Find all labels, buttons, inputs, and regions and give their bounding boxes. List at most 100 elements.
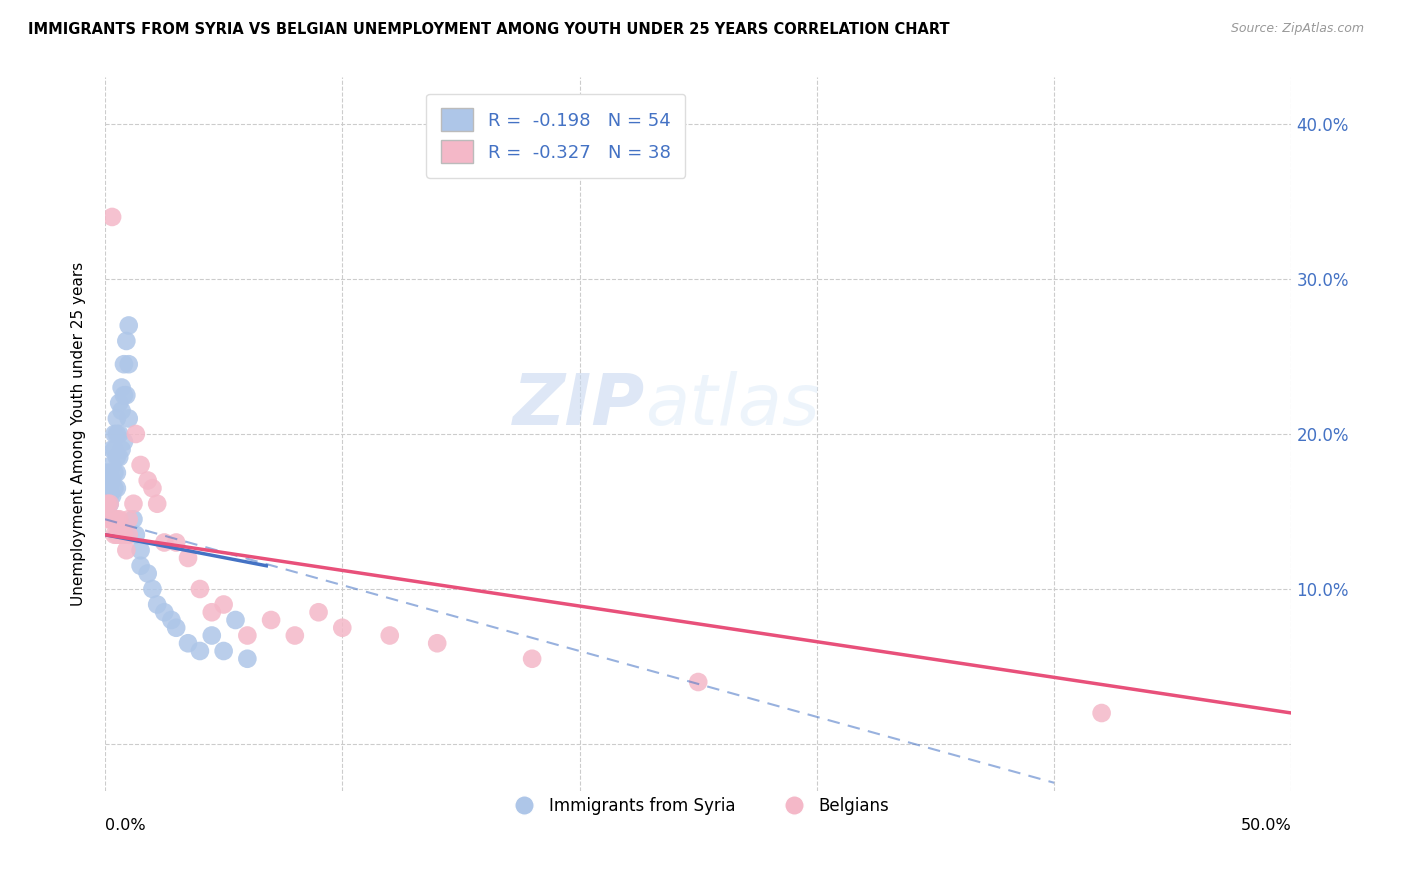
Text: 0.0%: 0.0% — [105, 819, 146, 833]
Point — [177, 636, 200, 650]
Point — [236, 652, 259, 666]
Point — [103, 481, 125, 495]
Point — [115, 543, 138, 558]
Point — [105, 427, 128, 442]
Point — [115, 388, 138, 402]
Point — [520, 652, 543, 666]
Point — [108, 527, 131, 541]
Point — [212, 644, 235, 658]
Point — [118, 527, 141, 541]
Point — [105, 512, 128, 526]
Text: 50.0%: 50.0% — [1240, 819, 1292, 833]
Text: Source: ZipAtlas.com: Source: ZipAtlas.com — [1230, 22, 1364, 36]
Text: ZIP: ZIP — [513, 371, 645, 440]
Point — [212, 598, 235, 612]
Point — [153, 605, 176, 619]
Point — [101, 489, 124, 503]
Point — [136, 566, 159, 581]
Point — [115, 334, 138, 348]
Point — [96, 497, 118, 511]
Point — [330, 621, 353, 635]
Point — [101, 512, 124, 526]
Point — [108, 450, 131, 465]
Point — [129, 458, 152, 472]
Point — [103, 427, 125, 442]
Point — [188, 582, 211, 596]
Point — [98, 466, 121, 480]
Point — [165, 621, 187, 635]
Point — [188, 644, 211, 658]
Point — [141, 582, 163, 596]
Point — [108, 396, 131, 410]
Point — [105, 481, 128, 495]
Point — [105, 466, 128, 480]
Point — [103, 442, 125, 457]
Point — [378, 628, 401, 642]
Legend: Immigrants from Syria, Belgians: Immigrants from Syria, Belgians — [501, 790, 896, 822]
Point — [284, 628, 307, 642]
Point — [110, 527, 132, 541]
Point — [201, 605, 224, 619]
Point — [98, 489, 121, 503]
Point — [136, 474, 159, 488]
Point — [146, 497, 169, 511]
Point — [105, 527, 128, 541]
Point — [112, 357, 135, 371]
Point — [118, 318, 141, 333]
Point — [96, 474, 118, 488]
Point — [98, 497, 121, 511]
Point — [101, 458, 124, 472]
Point — [98, 512, 121, 526]
Text: IMMIGRANTS FROM SYRIA VS BELGIAN UNEMPLOYMENT AMONG YOUTH UNDER 25 YEARS CORRELA: IMMIGRANTS FROM SYRIA VS BELGIAN UNEMPLO… — [28, 22, 949, 37]
Point — [118, 411, 141, 425]
Point — [98, 474, 121, 488]
Point — [426, 636, 449, 650]
Point — [122, 512, 145, 526]
Point — [98, 497, 121, 511]
Point — [146, 598, 169, 612]
Point — [103, 527, 125, 541]
Point — [201, 628, 224, 642]
Point — [96, 481, 118, 495]
Point — [160, 613, 183, 627]
Point — [110, 442, 132, 457]
Point — [98, 481, 121, 495]
Point — [141, 481, 163, 495]
Point — [125, 527, 148, 541]
Point — [236, 628, 259, 642]
Point — [96, 512, 118, 526]
Point — [96, 466, 118, 480]
Point — [129, 543, 152, 558]
Point — [177, 551, 200, 566]
Point — [165, 535, 187, 549]
Point — [101, 474, 124, 488]
Point — [125, 427, 148, 442]
Point — [108, 512, 131, 526]
Point — [224, 613, 246, 627]
Point — [96, 489, 118, 503]
Point — [308, 605, 330, 619]
Point — [103, 512, 125, 526]
Point — [688, 675, 710, 690]
Text: atlas: atlas — [645, 371, 820, 440]
Point — [110, 380, 132, 394]
Point — [105, 450, 128, 465]
Point — [1091, 706, 1114, 720]
Point — [153, 535, 176, 549]
Point — [118, 357, 141, 371]
Point — [260, 613, 283, 627]
Point — [112, 388, 135, 402]
Point — [110, 403, 132, 417]
Y-axis label: Unemployment Among Youth under 25 years: Unemployment Among Youth under 25 years — [72, 262, 86, 606]
Point — [122, 497, 145, 511]
Point — [103, 466, 125, 480]
Point — [129, 558, 152, 573]
Point — [101, 442, 124, 457]
Point — [101, 210, 124, 224]
Point — [118, 512, 141, 526]
Point — [112, 434, 135, 449]
Point — [96, 497, 118, 511]
Point — [108, 427, 131, 442]
Point — [105, 411, 128, 425]
Point — [112, 527, 135, 541]
